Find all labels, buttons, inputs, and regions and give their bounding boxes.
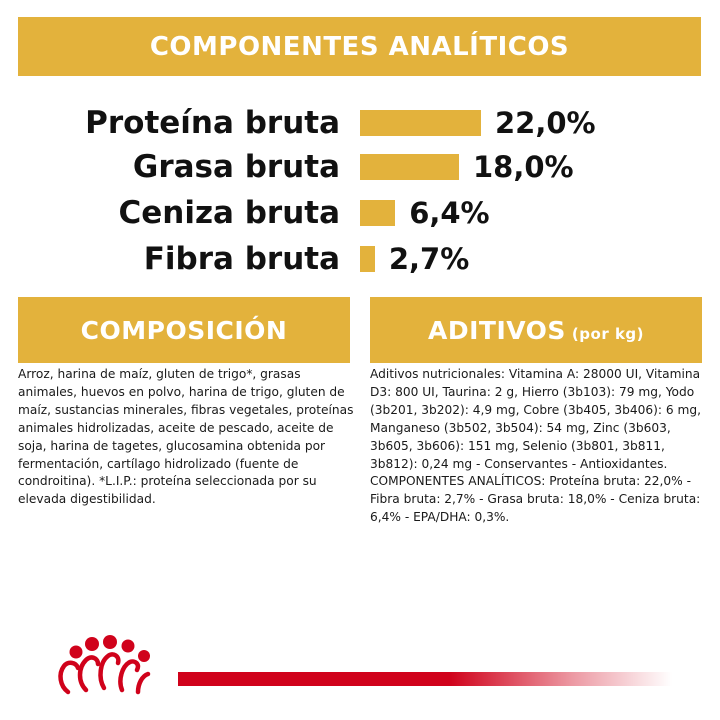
additives-unit: (por kg) [571, 325, 645, 343]
row-label: Ceniza bruta [118, 195, 340, 231]
row-value: 22,0% [495, 106, 596, 140]
value-bar [360, 154, 459, 180]
composition-banner: COMPOSICIÓN [18, 297, 350, 363]
analytics-row-protein: Proteína bruta 22,0% [0, 100, 720, 146]
analytics-row-fiber: Fibra bruta 2,7% [0, 236, 720, 282]
analytics-title: COMPONENTES ANALÍTICOS [149, 31, 570, 62]
value-bar [360, 110, 481, 136]
analytics-header-banner: COMPONENTES ANALÍTICOS [18, 17, 701, 76]
additives-title: ADITIVOS [427, 315, 566, 345]
additives-banner: ADITIVOS (por kg) [370, 297, 702, 363]
row-label: Proteína bruta [85, 105, 340, 141]
value-bar [360, 200, 396, 226]
analytics-row-fat: Grasa bruta 18,0% [0, 144, 720, 190]
analytics-row-ash: Ceniza bruta 6,4% [0, 190, 720, 236]
row-value: 2,7% [388, 242, 470, 276]
row-value: 18,0% [473, 150, 574, 184]
row-label: Fibra bruta [143, 241, 340, 277]
additives-text: Aditivos nutricionales: Vitamina A: 2800… [370, 367, 702, 525]
composition-text: Arroz, harina de maíz, gluten de trigo*,… [18, 367, 354, 507]
composition-title: COMPOSICIÓN [80, 315, 288, 345]
royal-canin-crown-icon [58, 635, 151, 695]
row-label: Grasa bruta [132, 149, 340, 185]
footer-divider-stripe [178, 672, 672, 686]
value-bar [360, 246, 375, 272]
row-value: 6,4% [409, 196, 490, 230]
